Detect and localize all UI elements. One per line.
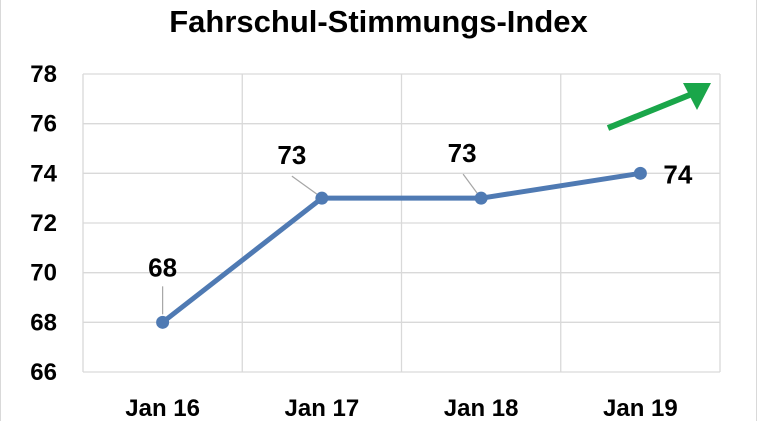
data-point — [156, 315, 170, 329]
y-tick-label: 78 — [30, 61, 57, 88]
leader-line — [462, 173, 478, 194]
y-axis-tick-labels: 66 68 70 72 74 76 78 — [30, 61, 57, 386]
x-tick-label: Jan 16 — [125, 395, 200, 421]
data-point-markers — [156, 166, 647, 329]
data-point — [474, 191, 488, 205]
data-label: 68 — [148, 252, 177, 282]
x-axis-tick-labels: Jan 16 Jan 17 Jan 18 Jan 19 — [125, 395, 677, 421]
data-point — [633, 166, 647, 180]
chart-grid — [82, 73, 721, 373]
x-tick-label: Jan 19 — [603, 395, 678, 421]
y-tick-label: 66 — [30, 359, 57, 386]
x-tick-label: Jan 17 — [285, 395, 360, 421]
leader-line — [291, 175, 318, 195]
data-point — [315, 191, 329, 205]
data-label: 73 — [448, 138, 477, 168]
y-tick-label: 68 — [30, 309, 57, 336]
trend-arrow-shaft — [606, 91, 694, 131]
trend-up-arrow-icon — [606, 83, 711, 131]
trend-arrow-head — [683, 83, 711, 110]
data-label: 74 — [663, 159, 692, 189]
x-tick-label: Jan 18 — [444, 395, 519, 421]
series-line-group — [160, 170, 643, 325]
series-line — [160, 170, 643, 325]
y-tick-label: 74 — [30, 160, 57, 187]
y-tick-label: 72 — [30, 210, 57, 237]
data-label: 73 — [277, 140, 306, 170]
chart-title: Fahrschul-Stimmungs-Index — [169, 4, 588, 39]
data-label-leader-lines — [162, 173, 478, 315]
y-tick-label: 76 — [30, 111, 57, 138]
y-tick-label: 70 — [30, 260, 57, 287]
data-labels: 68 73 73 74 — [148, 138, 693, 282]
